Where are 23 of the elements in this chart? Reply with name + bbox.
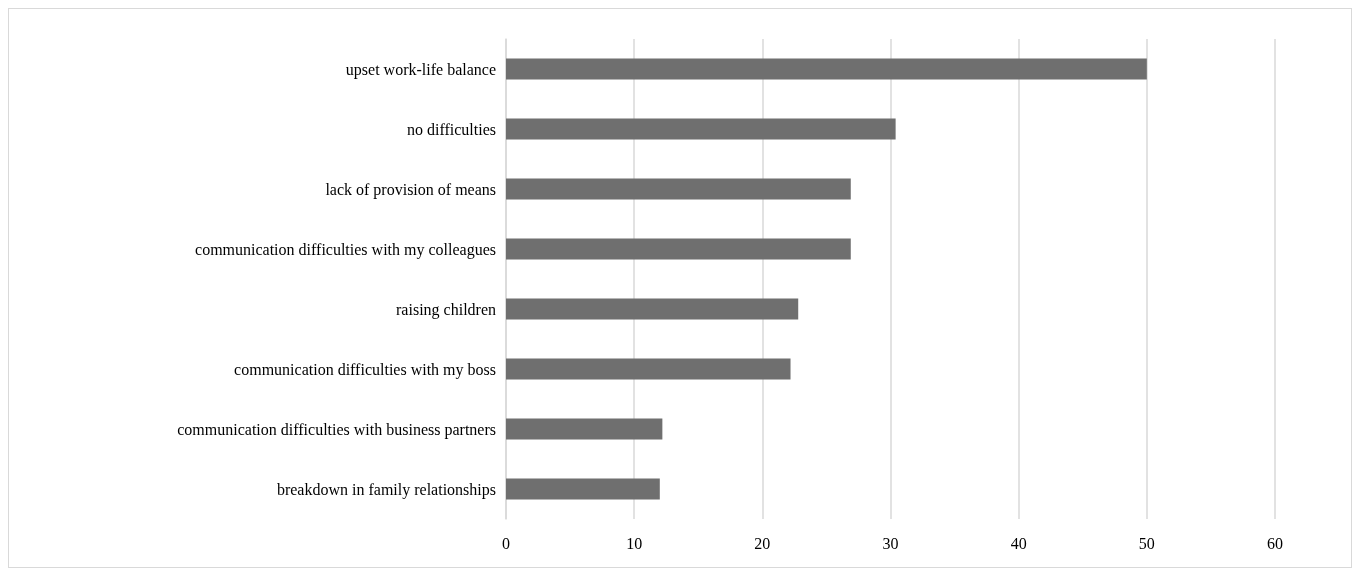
x-tick-label: 0 bbox=[502, 534, 510, 552]
x-tick-label: 20 bbox=[754, 534, 771, 552]
bar bbox=[506, 358, 791, 380]
bar bbox=[506, 478, 660, 500]
y-tick-label: communication difficulties with my colleagues bbox=[195, 240, 496, 259]
y-tick-label: upset work-life balance bbox=[345, 60, 496, 79]
x-tick-label: 10 bbox=[626, 534, 643, 552]
bar bbox=[506, 58, 1147, 80]
bar bbox=[506, 178, 851, 200]
y-tick-label: breakdown in family relationships bbox=[276, 480, 496, 499]
bar bbox=[506, 238, 851, 260]
bar bbox=[506, 118, 896, 140]
y-tick-label: communication difficulties with my boss bbox=[234, 360, 496, 379]
x-tick-label: 60 bbox=[1267, 534, 1283, 552]
y-tick-label: lack of provision of means bbox=[325, 180, 496, 199]
bar bbox=[506, 298, 799, 320]
y-tick-label: no difficulties bbox=[406, 120, 496, 138]
y-tick-label: communication difficulties with business partners bbox=[177, 420, 496, 439]
x-tick-label: 50 bbox=[1138, 534, 1155, 552]
x-tick-label: 40 bbox=[1010, 534, 1027, 552]
y-tick-label: raising children bbox=[396, 300, 496, 319]
x-tick-label: 30 bbox=[882, 534, 899, 552]
bar bbox=[506, 418, 663, 440]
